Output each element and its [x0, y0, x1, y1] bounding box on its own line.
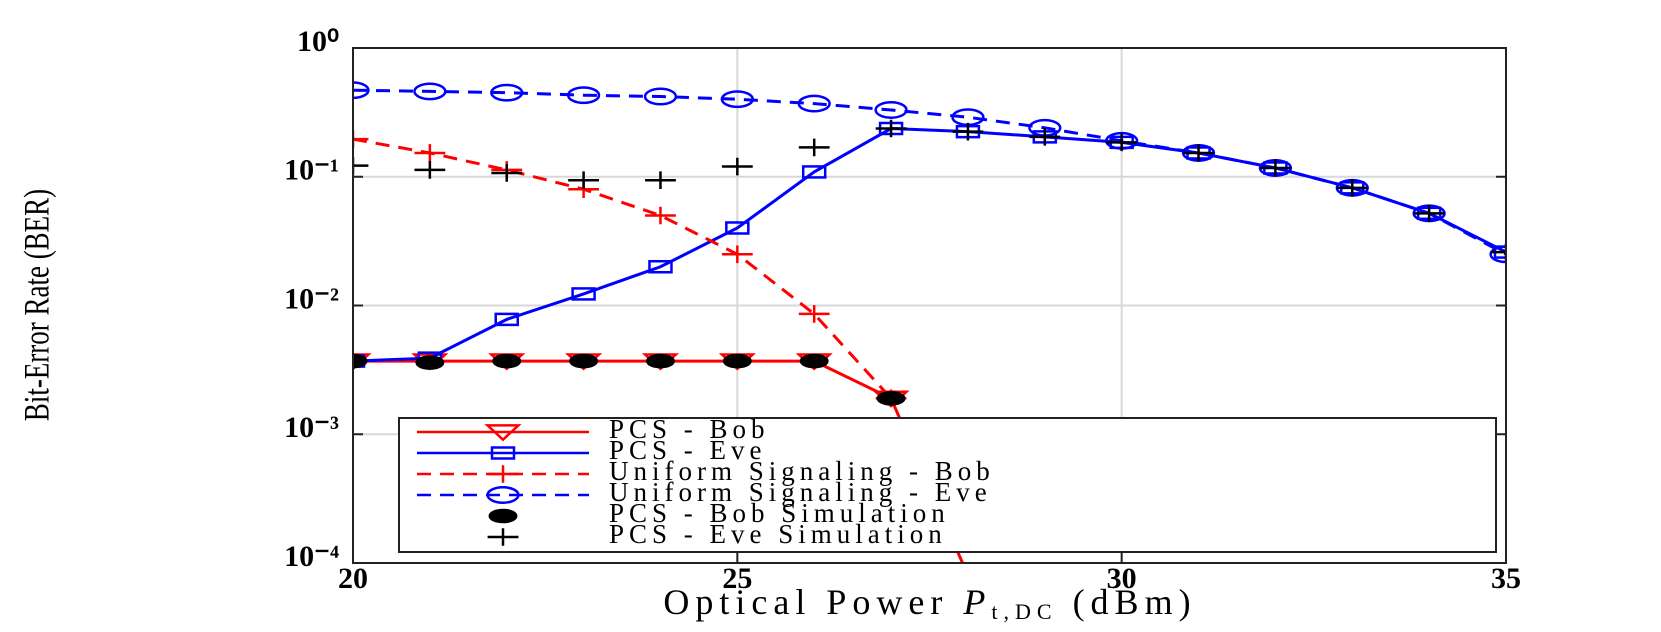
data	[353, 81, 1506, 583]
marker	[874, 101, 908, 119]
marker	[801, 165, 827, 179]
marker	[1029, 128, 1061, 146]
y-tick-label: 10⁻³	[284, 411, 339, 444]
marker	[720, 90, 754, 109]
marker	[415, 355, 445, 370]
marker	[353, 353, 368, 369]
legend-marker	[490, 446, 516, 460]
marker	[566, 86, 601, 105]
marker	[645, 171, 676, 190]
marker	[799, 353, 829, 369]
marker	[568, 171, 599, 190]
legend-marker	[486, 486, 520, 504]
marker	[952, 122, 984, 141]
marker	[490, 83, 524, 102]
legend-label: PCS - Bob	[609, 414, 770, 444]
x-label-subscript: t,DC	[991, 599, 1057, 624]
marker	[798, 138, 830, 157]
marker	[491, 164, 523, 182]
y-tick-label: 10⁰	[297, 25, 339, 58]
y-axis-label: Bit-Error Rate (BER)	[17, 189, 57, 421]
y-tick-label: 10⁻⁴	[284, 540, 339, 573]
marker	[722, 353, 752, 369]
marker	[1183, 144, 1214, 162]
marker	[492, 353, 522, 369]
marker	[646, 353, 675, 369]
series-line	[353, 137, 893, 400]
marker	[494, 312, 519, 327]
ticks: 20 25 30 35 10⁰ 10⁻¹ 10⁻² 10⁻³ 10⁻⁴	[284, 25, 1521, 595]
marker	[725, 221, 750, 235]
legend-box	[398, 417, 1497, 553]
legend-label: Uniform Signaling - Bob	[609, 456, 995, 486]
marker	[353, 130, 369, 148]
marker	[1336, 179, 1368, 197]
x-label-symbol: P	[962, 582, 991, 622]
marker	[1106, 133, 1138, 152]
legend-label: PCS - Eve Simulation	[609, 519, 947, 549]
legend-marker	[488, 508, 518, 524]
marker	[721, 157, 753, 176]
series-line	[353, 88, 1506, 256]
x-tick-label: 25	[722, 562, 752, 595]
x-axis-label: Optical Power Pt,DC (dBm)	[663, 582, 1196, 630]
marker	[414, 144, 446, 162]
x-tick-label: 30	[1107, 562, 1137, 595]
marker	[797, 94, 831, 113]
marker	[953, 569, 984, 583]
x-label-unit: (dBm)	[1073, 582, 1197, 622]
marker	[721, 245, 753, 264]
marker	[643, 87, 678, 106]
marker	[875, 119, 907, 138]
legend-label: PCS - Eve	[609, 435, 767, 465]
marker	[1413, 204, 1445, 223]
marker	[413, 82, 447, 101]
marker	[798, 305, 830, 323]
marker	[648, 259, 673, 274]
legend-marker	[487, 465, 519, 483]
marker	[876, 391, 906, 406]
x-tick-label: 35	[1491, 562, 1521, 595]
marker	[569, 353, 599, 369]
legend-marker	[484, 424, 522, 442]
marker	[353, 156, 369, 175]
x-label-text: Optical Power	[663, 582, 948, 622]
y-tick-label: 10⁻¹	[284, 154, 339, 187]
marker	[645, 206, 676, 225]
legend-label: Uniform Signaling - Eve	[609, 477, 992, 507]
marker	[571, 287, 596, 301]
marker	[1490, 243, 1506, 261]
marker	[414, 161, 446, 179]
legend-label: PCS - Bob Simulation	[609, 498, 950, 528]
marker	[1260, 159, 1291, 177]
legend-marker	[487, 528, 519, 546]
y-tick-label: 10⁻²	[284, 282, 339, 315]
x-tick-label: 20	[338, 562, 368, 595]
